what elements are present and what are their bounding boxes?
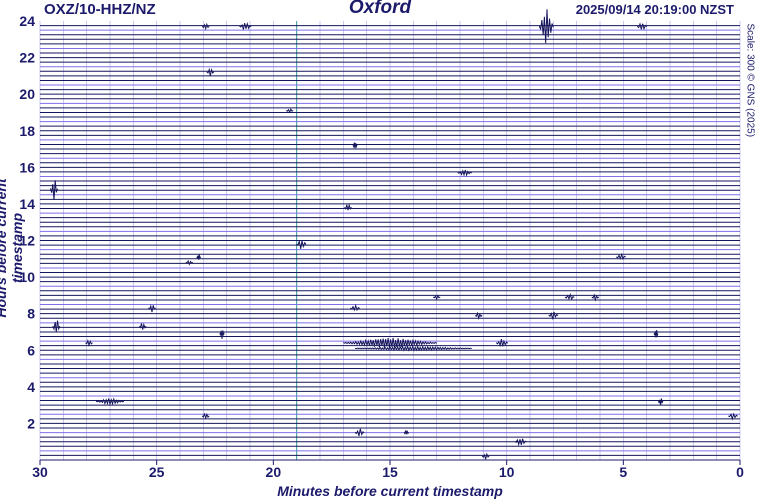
x-tick-label: 25 — [149, 464, 165, 480]
seismic-event — [285, 107, 294, 114]
seismic-event — [481, 452, 490, 460]
seismic-event — [185, 259, 194, 266]
seismic-event — [616, 252, 626, 261]
seismic-event — [138, 322, 147, 330]
seismic-event — [350, 303, 360, 312]
trace-lines — [40, 25, 740, 456]
seismic-event — [201, 412, 210, 420]
seismic-event — [201, 22, 210, 31]
seismic-event — [495, 338, 509, 348]
seismic-event — [548, 311, 559, 320]
y-tick-label: 10 — [19, 269, 35, 285]
seismic-event — [95, 397, 125, 407]
timestamp: 2025/09/14 20:19:00 NZST — [575, 2, 734, 17]
seismic-event — [514, 438, 527, 447]
y-tick-label: 22 — [19, 50, 35, 66]
seismic-event — [432, 294, 441, 301]
y-tick-label: 4 — [27, 379, 35, 395]
seismic-event — [354, 428, 365, 437]
seismic-event — [457, 169, 472, 177]
seismic-event — [653, 330, 659, 338]
y-tick-label: 2 — [27, 415, 35, 431]
x-axis-label: Minutes before current timestamp — [277, 483, 503, 499]
y-tick-label: 16 — [19, 159, 35, 175]
seismic-event — [636, 22, 648, 31]
seismic-event — [538, 9, 554, 44]
seismic-event — [564, 292, 575, 301]
y-tick-label: 14 — [19, 196, 35, 212]
seismic-event — [343, 337, 437, 348]
seismic-event — [344, 203, 352, 211]
seismic-event — [148, 304, 156, 313]
y-axis-label: Hours before current timestamp — [0, 178, 25, 318]
seismic-event — [50, 180, 58, 200]
y-tick-label: 12 — [19, 233, 35, 249]
y-tick-label: 20 — [19, 86, 35, 102]
scale-note: Scale: 300 © GNS (2025) — [744, 23, 756, 138]
x-tick-label: 30 — [32, 464, 48, 480]
y-tick-label: 6 — [27, 342, 35, 358]
seismic-event — [296, 240, 307, 249]
x-tick-label: 10 — [499, 464, 515, 480]
site-title: Oxford — [348, 0, 412, 18]
seismic-event — [206, 67, 215, 77]
x-tick-label: 20 — [266, 464, 282, 480]
seismic-event — [591, 293, 600, 302]
y-tick-label: 24 — [19, 13, 35, 29]
seismic-event — [239, 21, 252, 30]
seismic-event — [85, 339, 93, 348]
seismic-event — [728, 412, 738, 421]
y-tick-label: 8 — [27, 306, 35, 322]
x-tick-label: 0 — [736, 464, 744, 480]
seismic-event — [657, 398, 664, 406]
seismic-event — [219, 330, 225, 339]
x-tick-label: 5 — [619, 464, 627, 480]
seismic-event — [52, 320, 61, 333]
seismic-event — [196, 254, 202, 260]
seismic-event — [354, 344, 472, 352]
seismic-event — [474, 311, 483, 321]
seismic-events — [50, 9, 738, 460]
station-code: OXZ/10-HHZ/NZ — [44, 1, 156, 18]
x-tick-label: 15 — [382, 464, 398, 480]
y-tick-label: 18 — [19, 123, 35, 139]
seismic-event — [403, 430, 410, 435]
seismic-event — [352, 142, 358, 149]
